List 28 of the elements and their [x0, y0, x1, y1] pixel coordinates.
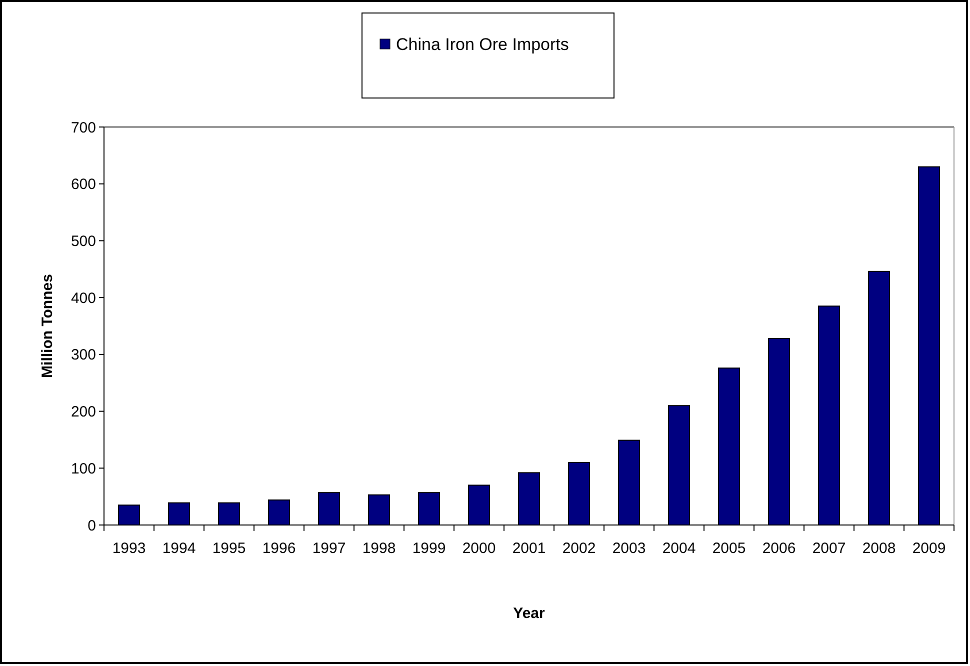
y-tick-label: 200 — [70, 404, 96, 421]
y-tick-label: 700 — [70, 119, 96, 136]
y-tick-label: 300 — [70, 346, 96, 364]
x-tick-label: 2004 — [662, 540, 696, 557]
y-tick-label: 400 — [70, 290, 96, 307]
x-tick-label: 2002 — [562, 540, 596, 557]
x-tick-label: 1996 — [262, 540, 296, 557]
x-tick-label: 2008 — [862, 540, 896, 557]
x-axis-title: Year — [513, 605, 546, 622]
legend-label: China Iron Ore Imports — [396, 34, 569, 54]
x-tick-label: 2009 — [912, 540, 946, 557]
y-axis-title: Million Tonnes — [39, 274, 56, 378]
x-tick-label: 2003 — [612, 540, 646, 557]
x-tick-label: 1998 — [362, 540, 396, 557]
x-tick-label: 2005 — [712, 540, 746, 557]
x-tick-label: 1997 — [312, 540, 346, 557]
y-tick-label: 100 — [70, 460, 96, 478]
x-tick-label: 1994 — [162, 540, 196, 557]
x-tick-label: 1999 — [412, 540, 446, 557]
x-tick-label: 1995 — [212, 540, 246, 557]
y-tick-label: 0 — [88, 517, 96, 534]
x-tick-label: 2006 — [762, 540, 796, 557]
x-tick-label: 1993 — [112, 540, 146, 557]
y-tick-label: 500 — [70, 232, 96, 250]
x-tick-label: 2000 — [462, 540, 496, 557]
x-tick-label: 2001 — [512, 540, 546, 557]
x-tick-label: 2007 — [812, 540, 846, 557]
y-tick-label: 600 — [70, 176, 96, 194]
